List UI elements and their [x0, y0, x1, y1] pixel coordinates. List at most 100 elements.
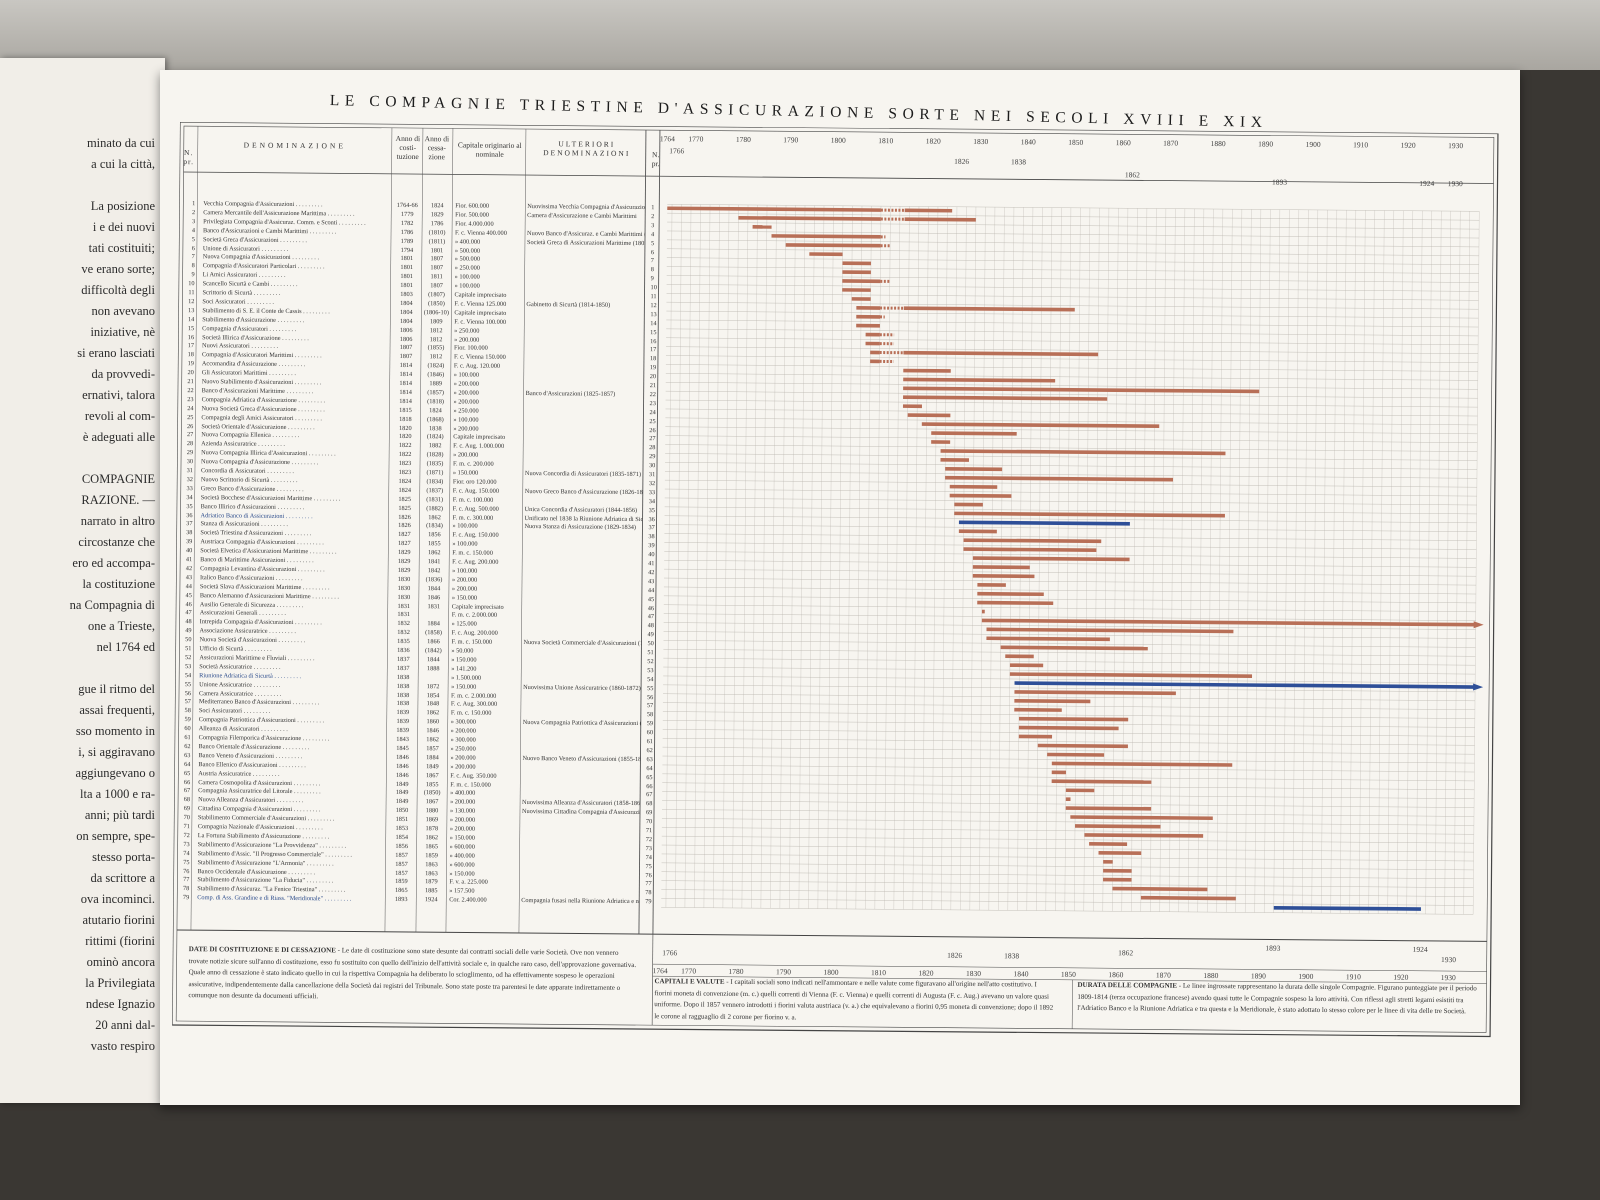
year-founded: 1839 [396, 727, 410, 735]
company-bar [1009, 672, 1253, 678]
year-ceased: 1865 [425, 842, 439, 851]
grid-year-line [1226, 209, 1233, 913]
left-page-line: ve erano sorte; [81, 262, 155, 276]
company-bar [954, 511, 1225, 518]
company-bar [963, 538, 1102, 544]
axis-tick-label-top: 1930 [1448, 141, 1464, 151]
gantt-row-number: 38 [648, 533, 655, 541]
grid-year-line [865, 206, 872, 910]
gantt-row-number: 59 [646, 720, 654, 728]
company-bar [904, 217, 976, 222]
capital: » 150.000 [451, 656, 477, 664]
gantt-row-number: 42 [648, 568, 655, 577]
other-names: Nuovissima Unione Assicuratrice (1860-18… [523, 683, 641, 692]
header-capitale: Capitale originario al nominale [457, 140, 522, 159]
gantt-row-number: 31 [648, 471, 656, 479]
grid-year-line [1444, 211, 1451, 915]
axis-marked-year-bottom: 1862 [1118, 948, 1134, 958]
grid-row-line [665, 373, 1478, 381]
year-founded: 1822 [398, 451, 412, 459]
gantt-row-number: 49 [647, 631, 654, 639]
capital: » 200.000 [453, 451, 479, 459]
year-ceased: (1828) [426, 451, 444, 459]
axis-tick-label-bottom: 1840 [1013, 969, 1029, 979]
axis-marked-year-bottom: 1893 [1265, 943, 1281, 953]
year-founded: 1824 [398, 486, 412, 494]
other-names: Camera d'Assicurazione e Cambi Marittimi [527, 211, 637, 220]
row-number: 64 [184, 760, 191, 768]
other-names: Unificato nel 1838 la Riunione Adriatica… [524, 514, 643, 523]
left-page-line: circostanze che [78, 535, 155, 549]
other-names: Compagnia fusasi nella Riunione Adriatic… [521, 897, 640, 906]
capital: » 200.000 [451, 576, 478, 584]
grid-year-line [675, 204, 682, 908]
axis-marked-year: 1838 [1011, 157, 1027, 167]
grid-year-line [1216, 209, 1224, 913]
axis-tick-label-bottom: 1910 [1345, 972, 1361, 982]
year-ceased: 1842 [427, 567, 441, 575]
year-ceased: 1878 [425, 825, 439, 833]
year-founded: 1814 [399, 379, 413, 388]
company-bar [972, 556, 1130, 562]
year-founded: 1826 [398, 513, 411, 521]
axis-marked-year-bottom: 1766 [662, 948, 678, 958]
row-number: 11 [188, 289, 195, 297]
capital: F. m. c. 150.000 [451, 638, 493, 646]
gantt-row-number: 45 [647, 595, 655, 603]
gantt-row-number: 36 [648, 515, 655, 523]
gantt-row-number: 39 [648, 542, 655, 550]
capital: F. m. c. 2.000.000 [451, 611, 498, 620]
year-founded: 1814 [399, 362, 413, 370]
row-number: 48 [185, 618, 192, 626]
row-number: 24 [187, 404, 194, 412]
row-number: 54 [184, 671, 192, 679]
year-ceased: 1812 [429, 326, 443, 334]
year-founded: 1806 [399, 335, 413, 343]
company-bar [977, 600, 1054, 606]
year-founded: 1803 [400, 290, 413, 299]
left-page-line: rittimi (fiorini [85, 934, 155, 948]
row-number: 6 [191, 244, 195, 252]
axis-tick-label-top: 1890 [1258, 139, 1274, 149]
grid-year-line [808, 205, 815, 909]
capital: F. c. Aug. 300.000 [450, 700, 498, 709]
year-ceased: (1824) [427, 362, 445, 370]
capital: » 100.000 [454, 282, 480, 290]
grid-row-line [663, 595, 1476, 604]
row-number: 41 [185, 556, 193, 564]
grid-row-line [661, 871, 1474, 880]
grid-row-line [664, 479, 1477, 488]
capital: » 100.000 [452, 522, 478, 531]
gantt-row-number: 55 [647, 684, 654, 692]
year-founded: 1818 [399, 415, 412, 423]
capital: Capitale imprecisato [454, 291, 507, 299]
grid-row-line [665, 364, 1478, 372]
grid-year-line [713, 204, 720, 908]
axis-tick-label-bottom: 1830 [965, 968, 982, 979]
row-number: 79 [182, 894, 190, 902]
other-names: Nuovo Greco Banco d'Assicurazione (1826-… [524, 487, 643, 496]
year-ceased: 1829 [430, 211, 444, 219]
year-ceased: 1924 [424, 896, 438, 904]
year-founded: 1857 [395, 851, 408, 859]
year-ceased: 1866 [427, 638, 440, 646]
year-ceased: (1824) [426, 433, 444, 441]
footer-duration-title: DURATA DELLE COMPAGNIE [1077, 980, 1178, 990]
gantt-row-number: 26 [649, 426, 656, 434]
year-founded: 1823 [398, 460, 412, 468]
row-number: 8 [191, 262, 195, 270]
year-ceased: (1858) [425, 629, 442, 637]
grid-row-line [661, 827, 1474, 835]
grid-year-line [1453, 211, 1461, 915]
company-bar [903, 386, 1260, 394]
gantt-row-number: 34 [648, 497, 656, 505]
row-number: 78 [182, 885, 190, 893]
grid-row-line [665, 453, 1478, 461]
grid-row-line [665, 390, 1478, 399]
grid-row-line [662, 764, 1475, 773]
capital: » 200.000 [450, 763, 476, 771]
left-page-line: i, si aggiravano [78, 745, 155, 759]
left-page-line: stesso porta- [92, 850, 155, 864]
outer-border [172, 122, 1499, 1038]
grid-year-line [1378, 210, 1385, 914]
